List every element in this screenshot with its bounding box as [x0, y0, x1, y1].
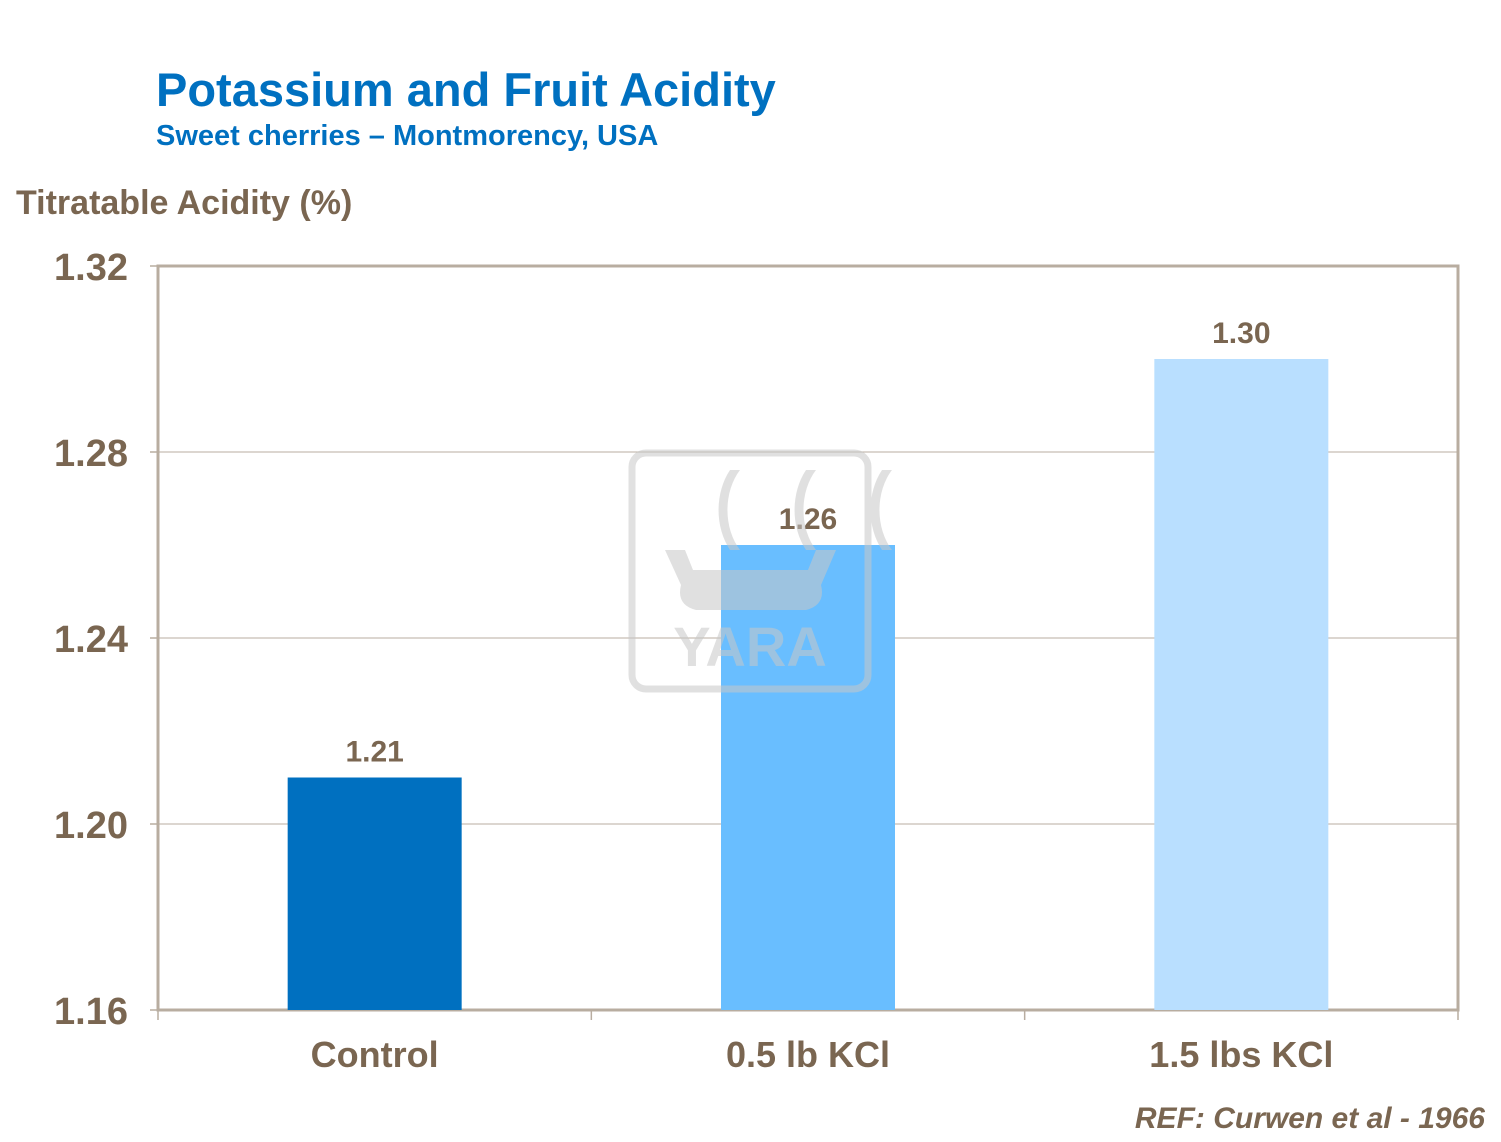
logo-frame — [628, 449, 872, 693]
y-tick-label: 1.20 — [54, 805, 128, 847]
logo-wave — [718, 470, 740, 550]
yara-logo-watermark: YARA — [628, 449, 892, 693]
logo-wave — [870, 470, 892, 550]
logo-wave — [794, 470, 816, 550]
x-tick-label: Control — [311, 1034, 439, 1075]
data-label: 1.21 — [345, 736, 403, 769]
bar-3 — [1154, 359, 1329, 1010]
chart-subtitle: Sweet cherries – Montmorency, USA — [156, 120, 659, 152]
x-tick-label: 1.5 lbs KCl — [1149, 1034, 1333, 1075]
y-tick-label: 1.24 — [54, 619, 128, 661]
y-tick-label: 1.28 — [54, 433, 128, 475]
data-label: 1.30 — [1212, 317, 1270, 350]
x-tick-label: 0.5 lb KCl — [726, 1034, 890, 1075]
y-tick-label: 1.16 — [54, 991, 128, 1033]
logo-text: YARA — [673, 615, 827, 678]
reference-note: REF: Curwen et al - 1966 — [1134, 1102, 1485, 1135]
data-label: 1.26 — [779, 503, 837, 536]
bar-1 — [287, 777, 462, 1010]
y-axis-label: Titratable Acidity (%) — [16, 184, 353, 222]
y-tick-label: 1.32 — [54, 247, 128, 289]
logo-ship — [665, 550, 836, 610]
chart-title: Potassium and Fruit Acidity — [156, 63, 776, 116]
